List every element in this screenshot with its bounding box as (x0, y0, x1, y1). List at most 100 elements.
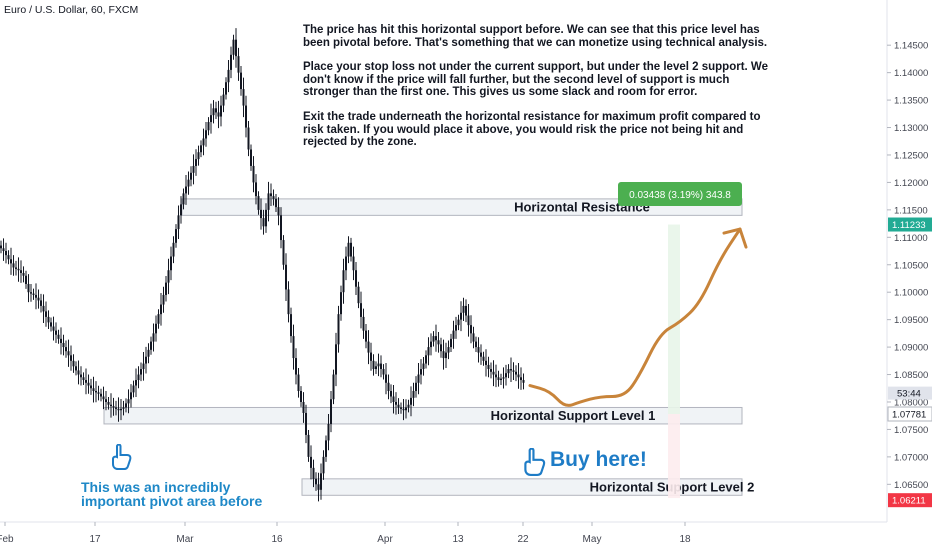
candle-body (242, 89, 245, 106)
candle-body (165, 282, 167, 295)
candle-body (375, 366, 377, 370)
candle-body (422, 363, 425, 370)
price-tick-label: 1.11000 (894, 233, 928, 244)
price-tick-label: 1.10500 (894, 260, 928, 271)
time-tick-label: May (583, 534, 602, 545)
candle-body (487, 364, 490, 370)
candle-body (12, 263, 15, 268)
price-tick-label: 1.06500 (894, 480, 928, 491)
candle-body (92, 388, 95, 392)
current-price-badge-box (888, 217, 932, 232)
candle-body (110, 404, 112, 407)
candle-body (132, 385, 135, 393)
analysis-notes: The price has hit this horizontal suppor… (303, 24, 773, 161)
candle-body (152, 333, 155, 342)
candle-body (65, 347, 67, 352)
candle-body (407, 404, 410, 408)
candle-body (270, 193, 272, 197)
candle-body (175, 229, 177, 243)
candle-body (232, 39, 235, 55)
candle-body (220, 105, 222, 117)
candle-body (365, 330, 367, 342)
candle-body (147, 349, 150, 357)
candle-body (500, 378, 502, 381)
candle-body (157, 314, 160, 324)
candle-body (522, 380, 525, 383)
price-tick-label: 1.14000 (894, 68, 928, 79)
support-price-badge-box (887, 406, 932, 422)
candle-body (462, 305, 465, 313)
candle-body (450, 338, 452, 348)
stop-price-badge-box (888, 493, 932, 508)
candle-body (362, 316, 365, 331)
candle-body (455, 325, 457, 331)
candle-body (7, 255, 10, 260)
candle-body (212, 108, 215, 116)
candle-body (515, 371, 517, 375)
candle-body (442, 351, 445, 359)
candle-body (302, 401, 305, 413)
candle-body (227, 69, 230, 83)
candle-body (287, 289, 290, 315)
stop-price-badge: 1.06211 (892, 496, 926, 507)
chart-title: Euro / U.S. Dollar, 60, FXCM (4, 4, 139, 16)
candle-body (492, 371, 495, 375)
candle-body (415, 382, 417, 392)
candle-body (352, 256, 355, 271)
candle-body (357, 286, 360, 304)
candle-body (217, 112, 220, 117)
candle-body (250, 149, 252, 166)
candle-body (15, 267, 17, 269)
candle-body (22, 272, 25, 276)
candle-body (377, 363, 380, 367)
candle-body (335, 344, 337, 375)
candle-body (490, 369, 492, 372)
candle-body (137, 374, 140, 381)
candle-body (97, 392, 100, 394)
candle-body (305, 412, 307, 435)
candle-body (172, 242, 175, 257)
support-price-badge: 1.07781 (892, 410, 926, 421)
candle-body (5, 251, 7, 256)
price-series (0, 28, 525, 502)
price-tick-label: 1.07000 (894, 452, 928, 463)
time-tick-label: 17 (89, 534, 101, 545)
candle-body (262, 218, 265, 227)
candle-body (350, 242, 352, 257)
candle-body (57, 334, 60, 339)
projection-arrowhead (722, 227, 748, 249)
candle-body (80, 374, 82, 378)
candle-body (162, 294, 165, 305)
candle-body (2, 248, 5, 252)
candle-body (392, 396, 395, 402)
candle-body (332, 374, 335, 400)
candle-body (345, 256, 347, 271)
candle-body (20, 270, 22, 273)
candle-body (70, 355, 72, 361)
candle-body (400, 407, 402, 409)
candle-body (195, 159, 197, 166)
price-tick-label: 1.14500 (894, 41, 928, 52)
candle-body (315, 478, 317, 485)
time-tick-label: 22 (517, 534, 529, 545)
candle-body (185, 186, 187, 194)
candle-body (142, 363, 145, 370)
candle-body (210, 115, 212, 123)
candle-body (307, 434, 310, 457)
candle-body (255, 182, 257, 197)
candle-body (260, 209, 262, 219)
price-tick-label: 1.08500 (894, 370, 928, 381)
candle-body (472, 333, 475, 342)
candle-body (300, 391, 302, 402)
price-tick-label: 1.13500 (894, 96, 928, 107)
candle-body (292, 336, 295, 359)
candle-body (122, 407, 125, 409)
candle-body (37, 297, 40, 301)
candle-body (35, 294, 37, 298)
candle-body (385, 374, 387, 383)
candle-body (485, 360, 487, 365)
candle-body (112, 406, 115, 408)
candle-body (237, 56, 240, 73)
candle-body (42, 305, 45, 312)
